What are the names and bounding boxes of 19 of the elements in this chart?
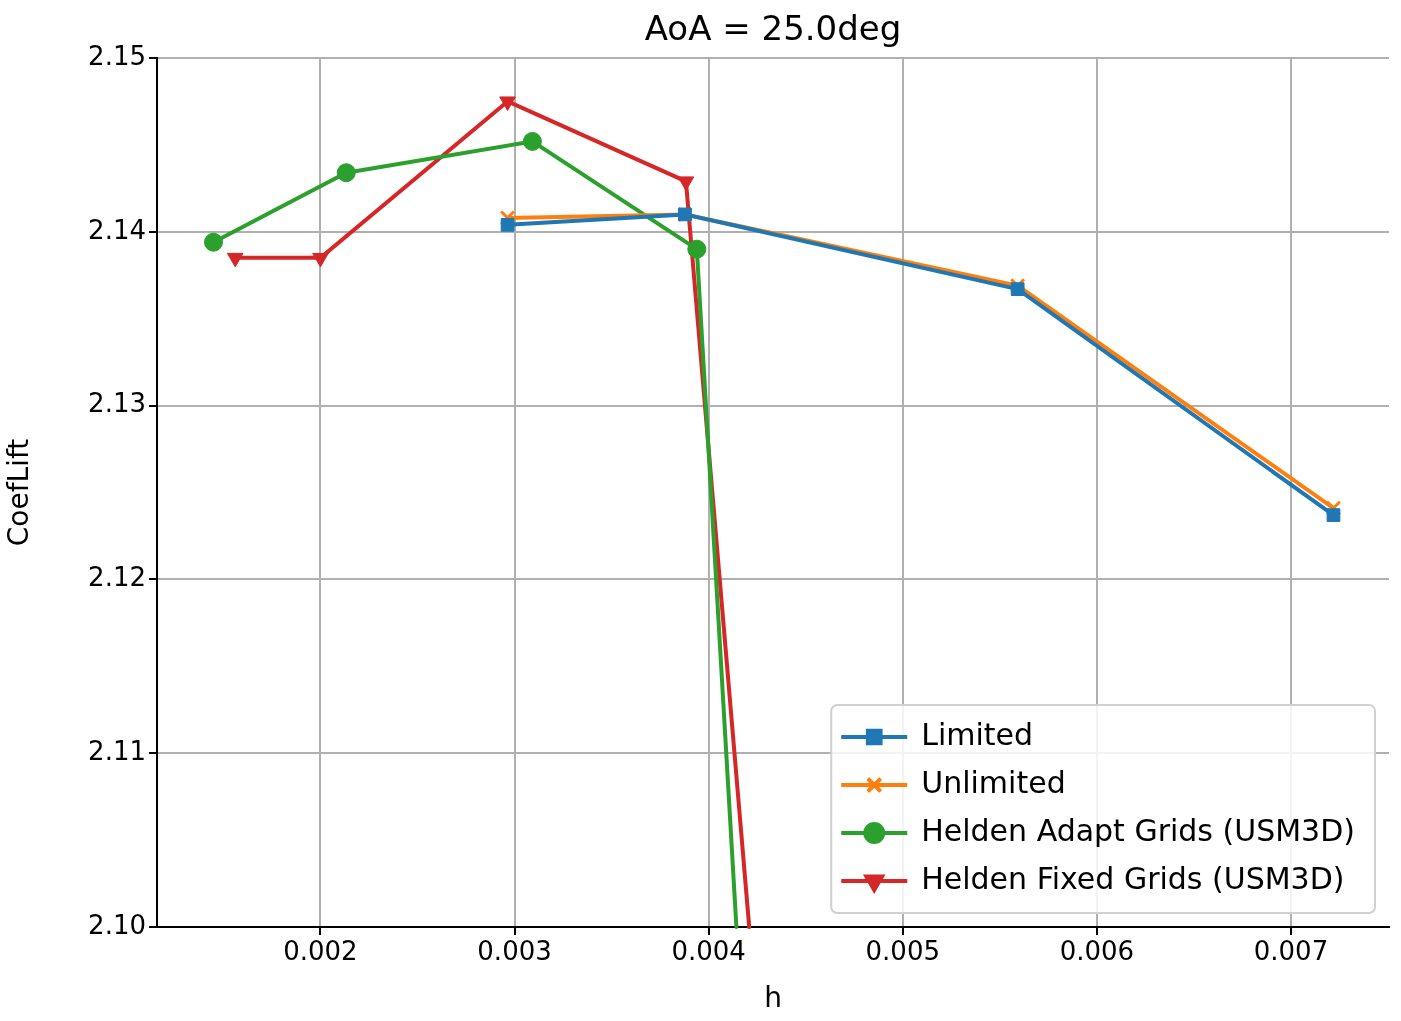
x-tick-label: 0.003	[477, 936, 552, 967]
legend-label: Unlimited	[921, 764, 1066, 800]
legend-label: Helden Fixed Grids (USM3D)	[921, 860, 1345, 896]
x-axis-title: h	[764, 981, 782, 1015]
x-tick-label: 0.006	[1059, 936, 1135, 967]
x-tick-label: 0.004	[671, 936, 746, 967]
y-tick-label: 2.12	[88, 562, 146, 593]
x-tick-label: 0.002	[283, 936, 358, 967]
x-tick-label: 0.007	[1253, 936, 1329, 967]
y-tick-label: 2.11	[88, 735, 146, 766]
y-tick-label: 2.13	[88, 388, 146, 419]
x-tick-label: 0.005	[865, 936, 940, 967]
legend-label: Helden Adapt Grids (USM3D)	[921, 812, 1356, 848]
chart-title: AoA = 25.0deg	[644, 7, 902, 48]
y-tick-label: 2.14	[88, 214, 146, 245]
y-tick-label: 2.10	[88, 909, 146, 940]
legend-label: Limited	[921, 716, 1034, 752]
y-axis-title: CoefLift	[2, 438, 36, 547]
y-tick-label: 2.15	[88, 40, 146, 71]
